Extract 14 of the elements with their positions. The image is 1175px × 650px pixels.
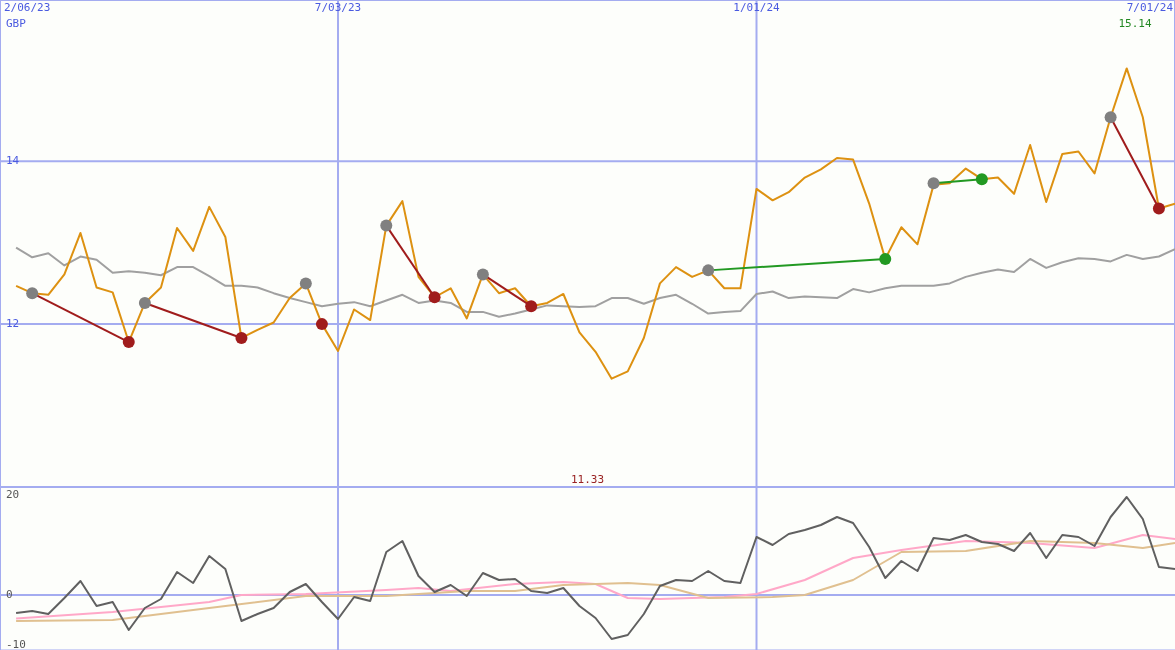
y-tick-label: 20 (6, 488, 20, 501)
x-tick-label: 7/03/23 (314, 1, 362, 14)
line-series (15, 496, 1175, 640)
y-axis-title: GBP (6, 17, 27, 30)
annotation: 11.33 (570, 473, 605, 486)
annotation: 15.14 (1118, 17, 1152, 30)
y-tick-label: 12 (6, 317, 20, 331)
x-tick-label: 1/01/24 (733, 1, 781, 14)
y-tick-label: -10 (6, 638, 26, 650)
y-tick-label: 0 (6, 588, 13, 601)
x-tick-label: 7/01/24 (1126, 1, 1174, 14)
x-tick-label: 2/06/23 (4, 1, 51, 14)
y-tick-label: 14 (6, 154, 20, 168)
line-series (15, 246, 1175, 318)
